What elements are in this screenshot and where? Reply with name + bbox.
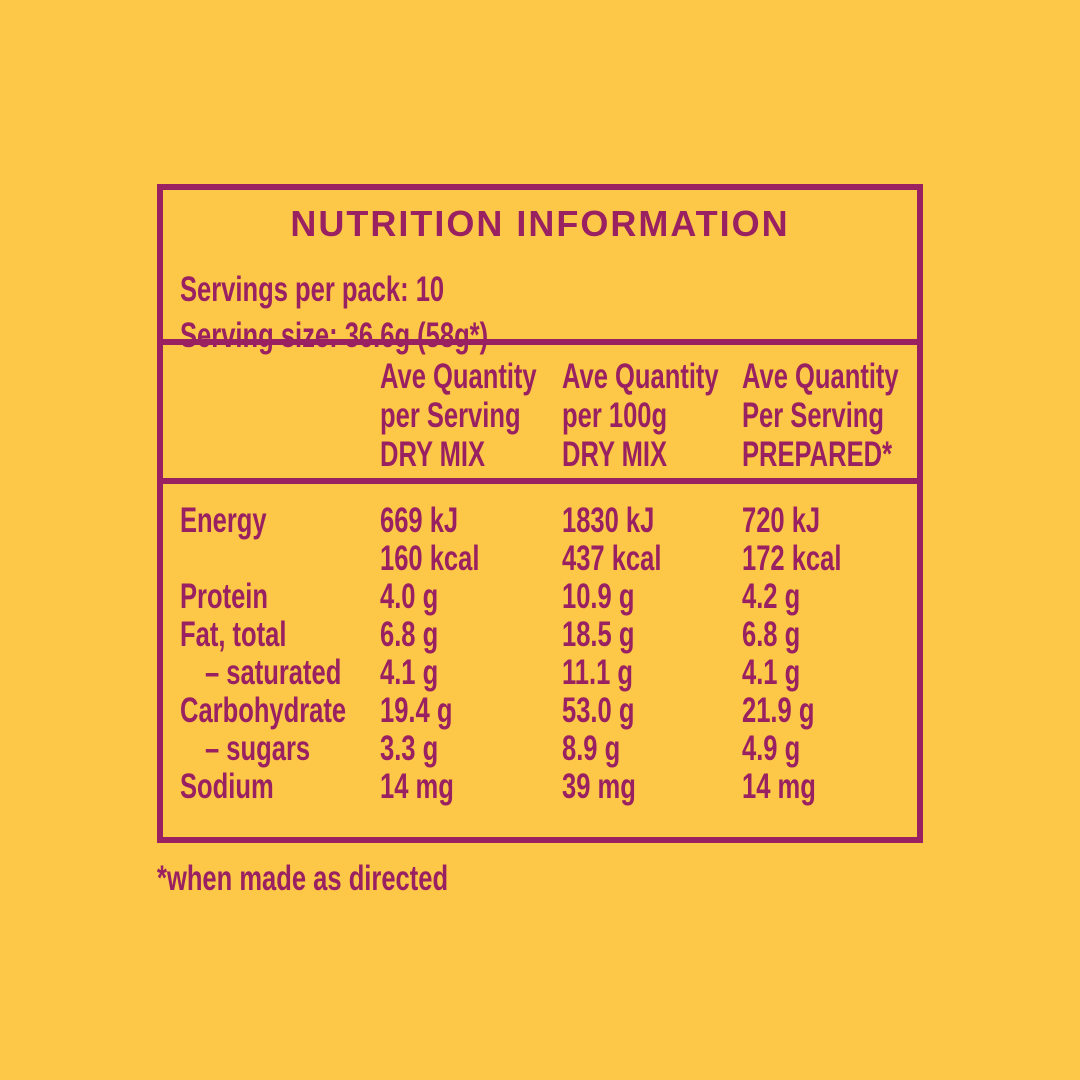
panel-title-section: NUTRITION INFORMATION Servings per pack:… bbox=[163, 190, 917, 355]
value-cell-100g: 1830 kJ bbox=[562, 501, 655, 540]
servings-per-pack-text: Servings per pack: 10 bbox=[180, 270, 445, 309]
value-cell-100g: 18.5 g bbox=[562, 615, 635, 654]
row-label: Carbohydrate bbox=[180, 691, 347, 730]
table-row-protein: Protein 4.0 g 10.9 g 4.2 g bbox=[180, 578, 917, 616]
table-row-energy-kcal: 160 kcal 437 kcal 172 kcal bbox=[180, 540, 917, 578]
serving-size-text: Serving size: 36.6g (58g*) bbox=[180, 316, 489, 355]
value-cell-serving: 669 kJ bbox=[380, 501, 459, 540]
table-row-energy-kj: Energy 669 kJ 1830 kJ 720 kJ bbox=[180, 502, 917, 540]
value-cell-100g: 11.1 g bbox=[562, 653, 634, 692]
value-cell-serving: 14 mg bbox=[380, 767, 454, 806]
table-row-carbohydrate: Carbohydrate 19.4 g 53.0 g 21.9 g bbox=[180, 692, 917, 730]
value-cell-serving: 4.0 g bbox=[380, 577, 439, 616]
value-cell-prepared: 14 mg bbox=[742, 767, 816, 806]
header-line: per Serving bbox=[380, 396, 521, 435]
row-label: Energy bbox=[180, 501, 267, 540]
value-cell-serving: 4.1 g bbox=[380, 653, 439, 692]
table-body: Energy 669 kJ 1830 kJ 720 kJ 160 kcal 43… bbox=[163, 484, 917, 837]
header-line: Ave Quantity bbox=[380, 357, 537, 396]
value-cell-100g: 437 kcal bbox=[562, 539, 662, 578]
value-cell-prepared: 4.1 g bbox=[742, 653, 801, 692]
value-cell-100g: 8.9 g bbox=[562, 729, 621, 768]
value-cell-prepared: 172 kcal bbox=[742, 539, 842, 578]
row-label: Sodium bbox=[180, 767, 274, 806]
panel-title-text: NUTRITION INFORMATION bbox=[290, 203, 790, 244]
value-cell-serving: 6.8 g bbox=[380, 615, 439, 654]
value-cell-prepared: 21.9 g bbox=[742, 691, 815, 730]
table-row-sugars: – sugars 3.3 g 8.9 g 4.9 g bbox=[180, 730, 917, 768]
row-label: – saturated bbox=[205, 653, 342, 692]
table-row-sodium: Sodium 14 mg 39 mg 14 mg bbox=[180, 768, 917, 806]
row-label: – sugars bbox=[205, 729, 311, 768]
value-cell-prepared: 4.9 g bbox=[742, 729, 801, 768]
header-line: DRY MIX bbox=[562, 435, 668, 474]
footnote-text: *when made as directed bbox=[157, 859, 449, 898]
value-cell-serving: 160 kcal bbox=[380, 539, 480, 578]
servings-per-pack: Servings per pack: 10 bbox=[180, 270, 917, 316]
column-header-per-serving-prepared: Ave Quantity Per Serving PREPARED* bbox=[742, 357, 957, 478]
column-header-per-serving-dry-mix: Ave Quantity per Serving DRY MIX bbox=[380, 357, 562, 478]
row-label: Fat, total bbox=[180, 615, 287, 654]
value-cell-prepared: 720 kJ bbox=[742, 501, 821, 540]
table-row-saturated-fat: – saturated 4.1 g 11.1 g 4.1 g bbox=[180, 654, 917, 692]
footnote: *when made as directed bbox=[157, 858, 556, 907]
header-line: Ave Quantity bbox=[742, 357, 899, 396]
row-label: Protein bbox=[180, 577, 269, 616]
column-header-per-100g-dry-mix: Ave Quantity per 100g DRY MIX bbox=[562, 357, 742, 478]
value-cell-100g: 53.0 g bbox=[562, 691, 635, 730]
value-cell-prepared: 6.8 g bbox=[742, 615, 801, 654]
table-row-fat-total: Fat, total 6.8 g 18.5 g 6.8 g bbox=[180, 616, 917, 654]
header-line: PREPARED* bbox=[742, 435, 893, 474]
header-line: per 100g bbox=[562, 396, 668, 435]
table-header-row: Ave Quantity per Serving DRY MIX Ave Qua… bbox=[163, 345, 917, 484]
value-cell-prepared: 4.2 g bbox=[742, 577, 801, 616]
value-cell-serving: 3.3 g bbox=[380, 729, 439, 768]
value-cell-serving: 19.4 g bbox=[380, 691, 453, 730]
value-cell-100g: 39 mg bbox=[562, 767, 636, 806]
header-spacer-cell bbox=[180, 357, 380, 478]
serving-size: Serving size: 36.6g (58g*) bbox=[180, 316, 917, 362]
header-line: DRY MIX bbox=[380, 435, 486, 474]
header-line: Ave Quantity bbox=[562, 357, 719, 396]
value-cell-100g: 10.9 g bbox=[562, 577, 635, 616]
header-line: Per Serving bbox=[742, 396, 885, 435]
nutrition-panel: NUTRITION INFORMATION Servings per pack:… bbox=[157, 184, 923, 843]
serving-info: Servings per pack: 10 Serving size: 36.6… bbox=[163, 270, 917, 362]
panel-title: NUTRITION INFORMATION bbox=[163, 202, 917, 254]
